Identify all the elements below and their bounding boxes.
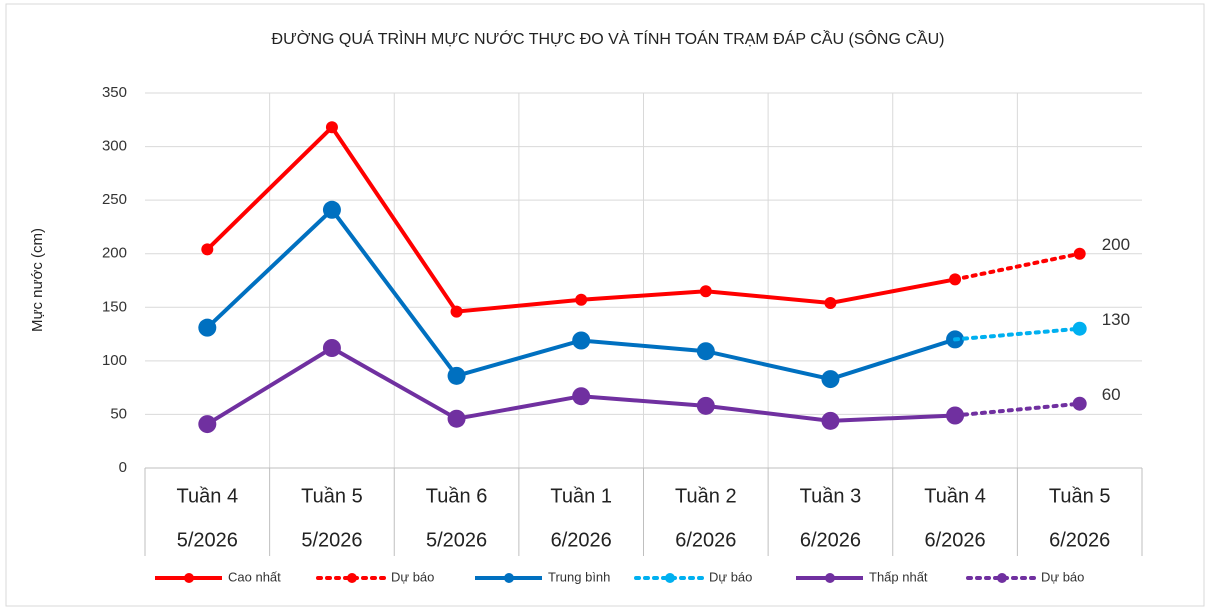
point bbox=[821, 411, 840, 430]
point bbox=[696, 396, 715, 415]
point bbox=[821, 370, 840, 389]
legend-marker bbox=[997, 573, 1007, 583]
x-tick-label: Tuần 1 bbox=[550, 485, 612, 507]
point bbox=[322, 339, 341, 357]
value-label: 60 bbox=[1102, 385, 1121, 404]
x-tick-label: Tuần 4 bbox=[177, 485, 239, 507]
point bbox=[201, 243, 214, 256]
value-label: 200 bbox=[1102, 235, 1130, 254]
x-tick-label: Tuần 4 bbox=[924, 485, 986, 507]
point bbox=[450, 305, 463, 318]
point bbox=[322, 200, 341, 219]
y-tick-label: 50 bbox=[110, 405, 127, 422]
y-tick-label: 250 bbox=[102, 191, 127, 208]
point bbox=[1072, 321, 1087, 336]
series-line bbox=[953, 326, 1082, 342]
value-label: 130 bbox=[1102, 310, 1130, 329]
point bbox=[699, 285, 712, 298]
chart-border bbox=[5, 3, 1205, 607]
legend-marker bbox=[504, 573, 514, 583]
series-line bbox=[953, 401, 1082, 418]
legend-marker bbox=[825, 573, 835, 583]
legend-marker bbox=[665, 573, 675, 583]
point bbox=[572, 331, 591, 350]
y-axis-label: Mực nước (cm) bbox=[29, 228, 46, 332]
legend-label: Dự báo bbox=[391, 569, 434, 584]
x-tick-sublabel: 6/2026 bbox=[551, 529, 612, 551]
y-tick-label: 200 bbox=[102, 245, 127, 262]
x-tick-label: Tuần 6 bbox=[426, 485, 488, 507]
point bbox=[325, 121, 338, 134]
x-tick-label: Tuần 5 bbox=[1049, 485, 1111, 507]
legend-label: Thấp nhất bbox=[869, 569, 928, 584]
series-line bbox=[953, 251, 1082, 282]
point bbox=[1072, 396, 1087, 411]
y-tick-label: 300 bbox=[102, 138, 127, 155]
point bbox=[198, 415, 217, 434]
point bbox=[447, 366, 466, 385]
x-tick-sublabel: 5/2026 bbox=[177, 529, 238, 551]
x-tick-sublabel: 5/2026 bbox=[426, 529, 487, 551]
x-tick-sublabel: 6/2026 bbox=[800, 529, 861, 551]
legend-label: Dự báo bbox=[1041, 569, 1084, 584]
x-tick-label: Tuần 2 bbox=[675, 485, 737, 507]
legend-label: Trung bình bbox=[548, 569, 610, 584]
y-tick-label: 0 bbox=[119, 459, 127, 476]
legend-marker bbox=[347, 573, 357, 583]
point bbox=[572, 387, 591, 406]
x-tick-sublabel: 6/2026 bbox=[1049, 529, 1110, 551]
x-tick-sublabel: 6/2026 bbox=[924, 529, 985, 551]
point bbox=[447, 409, 466, 428]
chart-title: ĐƯỜNG QUÁ TRÌNH MỰC NƯỚC THỰC ĐO VÀ TÍNH… bbox=[272, 29, 945, 48]
legend-label: Cao nhất bbox=[228, 569, 281, 584]
point bbox=[824, 297, 837, 309]
x-tick-sublabel: 5/2026 bbox=[301, 529, 362, 551]
x-tick-sublabel: 6/2026 bbox=[675, 529, 736, 551]
point bbox=[696, 342, 715, 361]
y-tick-label: 150 bbox=[102, 298, 127, 315]
x-tick-label: Tuần 5 bbox=[301, 485, 363, 507]
x-tick-label: Tuần 3 bbox=[800, 485, 862, 507]
point bbox=[1073, 247, 1086, 260]
y-tick-label: 100 bbox=[102, 352, 127, 369]
legend-marker bbox=[184, 573, 194, 583]
y-tick-label: 350 bbox=[102, 84, 127, 101]
legend-label: Dự báo bbox=[709, 569, 752, 584]
point bbox=[575, 293, 588, 306]
point bbox=[198, 318, 217, 337]
